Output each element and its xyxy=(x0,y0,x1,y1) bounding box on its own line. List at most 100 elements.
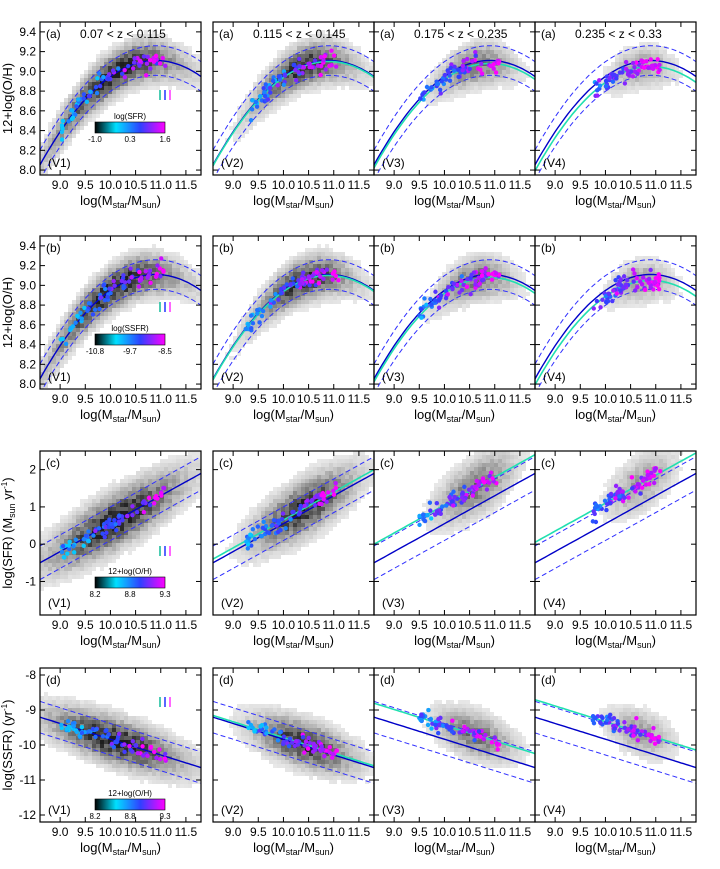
y-tick-label: 9.4 xyxy=(19,239,36,253)
redshift-label: 0.07 < z < 0.115 xyxy=(80,27,166,41)
colorbar: log(SFR) -1.0 0.3 1.6 xyxy=(88,112,171,144)
x-tick-label: 9.0 xyxy=(386,392,403,406)
x-axis-title: log(Mstar/Msun) xyxy=(80,407,161,424)
colorbar: 12+log(O/H) 8.2 8.8 9.3 xyxy=(89,567,171,599)
panel-label: (d) xyxy=(219,673,234,687)
y-tick-label: 8.2 xyxy=(19,143,36,157)
colorbar-title: 12+log(O/H) xyxy=(108,789,152,798)
x-tick-label: 9.0 xyxy=(225,392,242,406)
x-tick-label: 10.5 xyxy=(458,392,482,406)
x-tick-label: 11.5 xyxy=(175,178,198,192)
sample-tag: (V3) xyxy=(382,156,405,170)
panel-label: (a) xyxy=(541,27,556,41)
x-axis-title: log(Mstar/Msun) xyxy=(253,633,334,650)
x-axis-title: log(Mstar/Msun) xyxy=(253,407,334,424)
colorbar-gradient xyxy=(94,576,166,589)
sample-tag: (V1) xyxy=(48,596,71,610)
x-tick-label: 10.0 xyxy=(433,178,457,192)
colorbar-tick-label: 8.2 xyxy=(89,590,101,599)
panel-d-1 xyxy=(40,692,201,788)
x-tick-label: 9.5 xyxy=(250,825,267,839)
sample-tag: (V3) xyxy=(382,370,405,384)
panel-label: (a) xyxy=(219,27,234,41)
plot-frame xyxy=(39,21,202,176)
x-tick-label: 10.5 xyxy=(297,392,321,406)
y-tick-label: 9.0 xyxy=(19,64,36,78)
x-tick-label: 10.5 xyxy=(297,618,321,632)
y-tick-label: 8.4 xyxy=(19,124,36,138)
x-tick-label: 10.0 xyxy=(99,618,123,632)
y-tick-label: 8.6 xyxy=(19,104,36,118)
x-tick-label: 10.0 xyxy=(99,178,123,192)
x-tick-label: 10.0 xyxy=(594,825,618,839)
plot-frame xyxy=(39,450,202,616)
sample-tag: (V4) xyxy=(543,596,566,610)
x-tick-label: 10.5 xyxy=(619,178,643,192)
y-axis-title: 12+log(O/H) xyxy=(0,277,15,348)
x-tick-label: 11.5 xyxy=(348,825,371,839)
x-tick-label: 11.0 xyxy=(150,178,173,192)
plot-frame xyxy=(534,450,697,616)
panel-label: (d) xyxy=(541,673,556,687)
x-tick-label: 9.5 xyxy=(411,825,428,839)
sample-tag: (V2) xyxy=(221,370,244,384)
colorbar: log(SSFR) -10.8 -9.7 -8.5 xyxy=(86,324,173,356)
x-tick-label: 9.5 xyxy=(572,392,589,406)
y-tick-label: 1 xyxy=(29,500,36,514)
x-tick-label: 11.5 xyxy=(175,618,198,632)
x-tick-label: 9.0 xyxy=(547,178,564,192)
x-tick-label: 11.5 xyxy=(509,178,532,192)
x-tick-label: 9.5 xyxy=(250,178,267,192)
y-axis-title: log(SFR) (Msun yr-1) xyxy=(0,477,17,588)
y-tick-label: -8 xyxy=(25,668,36,682)
x-tick-label: 11.0 xyxy=(484,178,507,192)
panel-a-2 xyxy=(213,30,374,175)
plot-frame xyxy=(534,235,697,390)
panel-label: (b) xyxy=(380,241,395,255)
x-tick-label: 11.5 xyxy=(509,825,532,839)
x-tick-label: 10.0 xyxy=(272,825,296,839)
x-axis-title: log(Mstar/Msun) xyxy=(414,407,495,424)
y-tick-label: 8.4 xyxy=(19,338,36,352)
x-tick-label: 11.5 xyxy=(670,825,693,839)
x-tick-label: 9.0 xyxy=(386,178,403,192)
x-tick-label: 10.0 xyxy=(272,618,296,632)
panel-label: (d) xyxy=(46,673,61,687)
panel-label: (d) xyxy=(380,673,395,687)
x-tick-label: 9.5 xyxy=(572,178,589,192)
x-tick-label: 10.0 xyxy=(433,825,457,839)
sample-tag: (V4) xyxy=(543,156,566,170)
y-tick-label: -12 xyxy=(19,808,37,822)
sample-tag: (V1) xyxy=(48,156,71,170)
sample-tag: (V1) xyxy=(48,370,71,384)
x-tick-label: 9.5 xyxy=(77,618,94,632)
x-tick-label: 10.5 xyxy=(458,825,482,839)
x-tick-label: 11.0 xyxy=(323,618,346,632)
x-tick-label: 10.5 xyxy=(619,825,643,839)
panel-c-1 xyxy=(40,451,201,591)
sample-tag: (V2) xyxy=(221,803,244,817)
colorbar-title: 12+log(O/H) xyxy=(108,567,152,576)
colorbar-title: log(SFR) xyxy=(114,112,146,121)
x-tick-label: 9.0 xyxy=(386,618,403,632)
x-tick-label: 10.0 xyxy=(272,178,296,192)
colorbar-tick-label: -9.7 xyxy=(123,347,137,356)
x-tick-label: 11.0 xyxy=(323,825,346,839)
redshift-label: 0.115 < z < 0.145 xyxy=(253,27,346,41)
y-tick-label: -11 xyxy=(20,773,37,787)
y-tick-label: 8.8 xyxy=(19,84,36,98)
x-tick-label: 11.5 xyxy=(670,618,693,632)
x-tick-label: 9.5 xyxy=(77,178,94,192)
x-tick-label: 11.5 xyxy=(670,178,693,192)
colorbar-tick-label: 0.3 xyxy=(124,135,136,144)
y-tick-label: 8.0 xyxy=(19,377,36,391)
x-tick-label: 11.5 xyxy=(175,392,198,406)
panel-c-2 xyxy=(213,451,374,581)
x-axis-title: log(Mstar/Msun) xyxy=(414,193,495,210)
panel-label: (c) xyxy=(46,456,60,470)
y-tick-label: 8.8 xyxy=(19,298,36,312)
panel-label: (c) xyxy=(380,456,394,470)
panel-c-3 xyxy=(374,451,535,581)
x-tick-label: 9.0 xyxy=(225,825,242,839)
